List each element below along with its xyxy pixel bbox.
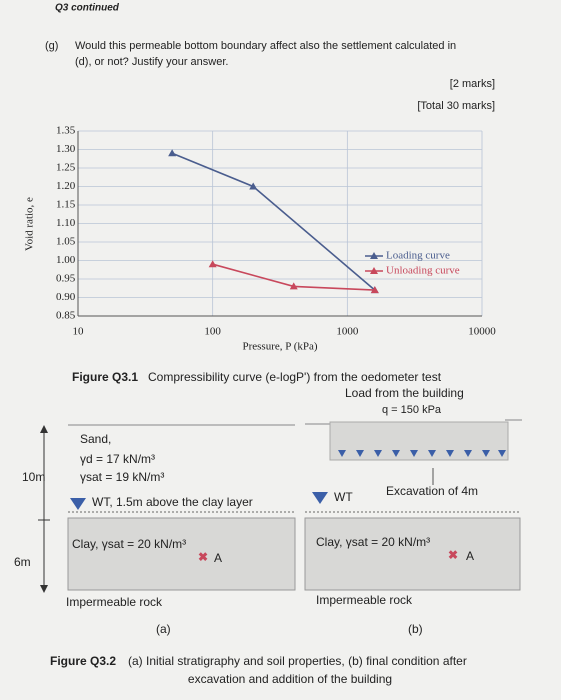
figure-caption: excavation and addition of the building <box>188 672 392 686</box>
building-load <box>329 421 509 461</box>
point-marker: ✖ <box>198 550 208 564</box>
y-tick-label: 1.15 <box>56 199 76 211</box>
soil-label: Clay, γsat = 20 kN/m³ <box>316 535 430 549</box>
arrow-head <box>40 585 48 593</box>
wt-symbol <box>312 492 328 504</box>
soil-label: Sand, <box>80 432 111 446</box>
y-tick-label: 0.90 <box>56 291 76 303</box>
x-tick-label: 10 <box>73 326 85 338</box>
x-tick-label: 100 <box>204 326 221 338</box>
clay-layer <box>67 517 296 591</box>
dimension-label: 6m <box>14 555 31 569</box>
legend-label: Loading curve <box>386 250 450 262</box>
arrow-head <box>40 425 48 433</box>
y-tick-label: 1.35 <box>56 125 76 137</box>
excavation-label: Excavation of 4m <box>386 484 478 498</box>
wt-symbol <box>70 498 86 510</box>
data-point <box>370 286 379 294</box>
clay-layer <box>304 517 521 591</box>
data-point <box>289 282 298 290</box>
load-value: q = 150 kPa <box>382 404 442 416</box>
point-label: A <box>214 551 222 565</box>
x-tick-label: 1000 <box>336 326 359 338</box>
y-tick-label: 1.30 <box>56 143 76 155</box>
figure-caption: (a) Initial stratigraphy and soil proper… <box>128 654 467 668</box>
y-tick-label: 1.00 <box>56 254 76 266</box>
x-axis-label: Pressure, P (kPa) <box>242 341 317 353</box>
rock-label: Impermeable rock <box>66 595 163 609</box>
load-label: Load from the building <box>345 386 464 400</box>
rock-label: Impermeable rock <box>316 593 413 607</box>
y-tick-label: 1.10 <box>56 217 76 229</box>
dimension-label: 10m <box>22 470 45 484</box>
legend-label: Unloading curve <box>386 265 460 277</box>
y-tick-label: 1.05 <box>56 236 76 248</box>
marks: [2 marks] <box>450 78 495 90</box>
water-table-label: WT, 1.5m above the clay layer <box>92 495 253 509</box>
water-table-label: WT <box>334 490 353 504</box>
legend-marker <box>370 252 378 259</box>
y-axis-label: Void ratio, e <box>24 197 36 251</box>
data-point <box>208 260 217 268</box>
total-marks: [Total 30 marks] <box>417 100 495 112</box>
subfigure-label: (a) <box>156 622 171 636</box>
y-tick-label: 1.20 <box>56 180 76 192</box>
soil-property: γd = 17 kN/m³ <box>80 452 155 466</box>
diagram-b <box>304 419 522 591</box>
legend-marker <box>370 267 378 274</box>
soil-property: γsat = 19 kN/m³ <box>80 470 164 484</box>
figure-caption: Compressibility curve (e-logP') from the… <box>148 370 442 384</box>
header: Q3 continued <box>55 3 120 14</box>
y-tick-label: 1.25 <box>56 162 76 174</box>
data-line <box>171 152 376 291</box>
data-point <box>249 182 258 190</box>
question-label: (g) <box>45 40 58 52</box>
question-text: Would this permeable bottom boundary aff… <box>75 40 456 52</box>
question-text: (d), or not? Justify your answer. <box>75 56 228 68</box>
figure-label: Figure Q3.1 <box>72 370 138 384</box>
x-tick-label: 10000 <box>468 326 496 338</box>
data-point <box>168 149 177 157</box>
point-marker: ✖ <box>448 548 458 562</box>
load-arrows <box>338 450 506 457</box>
point-label: A <box>466 549 474 563</box>
subfigure-label: (b) <box>408 622 423 636</box>
soil-label: Clay, γsat = 20 kN/m³ <box>72 537 186 551</box>
diagram-a <box>38 424 296 593</box>
y-tick-label: 0.95 <box>56 273 76 285</box>
y-tick-label: 0.85 <box>56 310 76 322</box>
figure-label: Figure Q3.2 <box>50 654 116 668</box>
